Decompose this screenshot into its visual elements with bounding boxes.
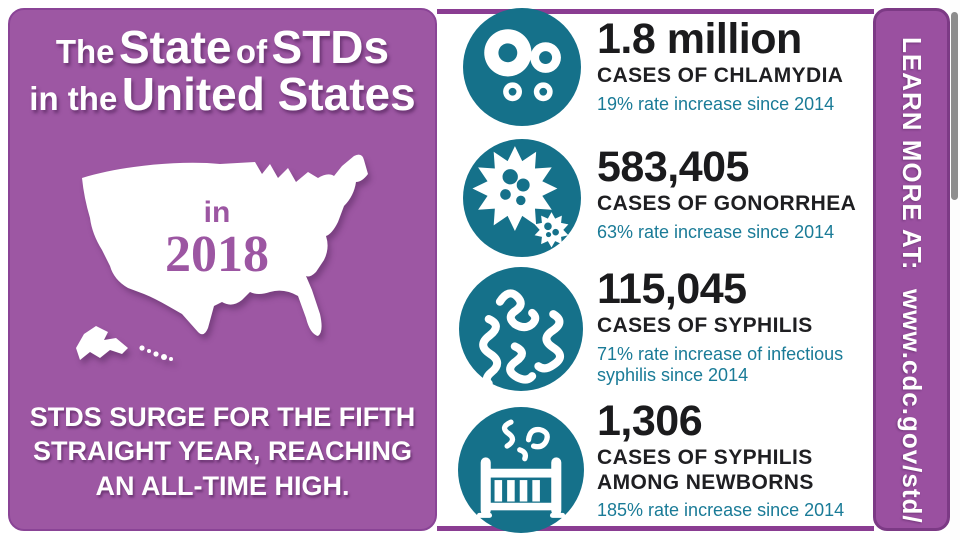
bottom-border-bar [437, 526, 874, 531]
cdc-url: www.cdc.gov/std/ [897, 288, 927, 524]
chlamydia-value: 1.8 million [597, 15, 802, 63]
tagline: STDS SURGE FOR THE FIFTH STRAIGHT YEAR, … [29, 402, 416, 501]
title-line-2: in the United States [29, 68, 416, 121]
syphilis-label: CASES OF SYPHILIS [597, 314, 813, 338]
syphilis-note: 71% rate increase of infectious syphilis… [597, 343, 844, 385]
newborn-crib-icon [458, 407, 584, 533]
page-title: The State of STDs in the United States [10, 21, 435, 121]
gonorrhea-bacteria-icon [463, 139, 581, 257]
learn-more-sidebar: LEARN MORE AT: www.cdc.gov/std/ [873, 8, 950, 531]
chlamydia-bacteria-icon [463, 8, 581, 126]
chlamydia-label: CASES OF CHLAMYDIA [597, 64, 844, 88]
alaska-icon [76, 326, 128, 360]
newborn-syphilis-label: CASES OF SYPHILIS AMONG NEWBORNS [597, 446, 814, 494]
top-border-bar [437, 9, 874, 14]
hawaii-icon [139, 345, 173, 361]
learn-more-text: LEARN MORE AT: www.cdc.gov/std/ [896, 37, 927, 523]
newborn-syphilis-value: 1,306 [597, 397, 703, 445]
newborn-syphilis-note: 185% rate increase since 2014 [597, 500, 845, 520]
syphilis-spirochete-icon [459, 267, 583, 391]
syphilis-stat: 115,045 CASES OF SYPHILIS 71% rate incre… [597, 267, 859, 386]
newborn-syphilis-stat: 1,306 CASES OF SYPHILIS AMONG NEWBORNS 1… [597, 399, 847, 521]
scrollbar-thumb[interactable] [951, 12, 958, 200]
map-year: in 2018 [165, 196, 269, 283]
chlamydia-note: 19% rate increase since 2014 [597, 93, 835, 114]
gonorrhea-note: 63% rate increase since 2014 [597, 221, 835, 242]
gonorrhea-label: CASES OF GONORRHEA [597, 192, 857, 216]
syphilis-value: 115,045 [597, 265, 747, 313]
gonorrhea-value: 583,405 [597, 143, 749, 191]
scrollbar-track[interactable] [950, 0, 960, 540]
chlamydia-stat: 1.8 million CASES OF CHLAMYDIA 19% rate … [597, 17, 843, 115]
usa-map: in 2018 [70, 148, 406, 380]
gonorrhea-stat: 583,405 CASES OF GONORRHEA 63% rate incr… [597, 145, 856, 243]
left-title-panel: The State of STDs in the United States i… [8, 8, 437, 531]
title-line-1: The State of STDs [55, 21, 390, 73]
usa-map-icon [76, 154, 368, 361]
learn-more-label: LEARN MORE AT: [897, 37, 927, 271]
